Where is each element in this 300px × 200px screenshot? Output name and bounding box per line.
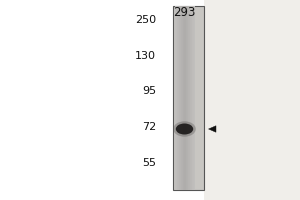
Bar	[191, 6, 192, 190]
Bar	[181, 6, 182, 190]
Bar	[186, 6, 187, 190]
Bar	[188, 6, 189, 190]
Bar	[0, 0, 172, 200]
Bar	[188, 6, 189, 190]
Bar	[192, 6, 193, 190]
Bar	[177, 6, 178, 190]
Bar	[178, 6, 179, 190]
Text: 130: 130	[135, 51, 156, 61]
Bar	[183, 6, 184, 190]
Bar	[187, 6, 188, 190]
Bar	[190, 6, 191, 190]
Bar	[172, 6, 204, 190]
Bar	[182, 6, 184, 190]
Bar	[184, 6, 185, 190]
Bar	[179, 6, 180, 190]
Bar	[182, 6, 183, 190]
Bar	[193, 6, 194, 190]
Text: 72: 72	[142, 122, 156, 132]
Bar	[179, 6, 180, 190]
Bar	[204, 0, 300, 200]
Bar	[176, 6, 177, 190]
Bar	[181, 6, 182, 190]
Polygon shape	[208, 126, 216, 132]
Bar	[192, 6, 193, 190]
Bar	[177, 6, 178, 190]
Bar	[184, 6, 185, 190]
Text: 95: 95	[142, 86, 156, 96]
Bar	[187, 6, 188, 190]
Ellipse shape	[176, 123, 193, 134]
Bar	[175, 6, 176, 190]
Text: 293: 293	[173, 6, 196, 19]
Bar	[185, 6, 186, 190]
Ellipse shape	[173, 121, 196, 137]
Bar	[189, 6, 190, 190]
Text: 250: 250	[135, 15, 156, 25]
Text: 55: 55	[142, 158, 156, 168]
Bar	[190, 6, 191, 190]
Bar	[180, 6, 181, 190]
